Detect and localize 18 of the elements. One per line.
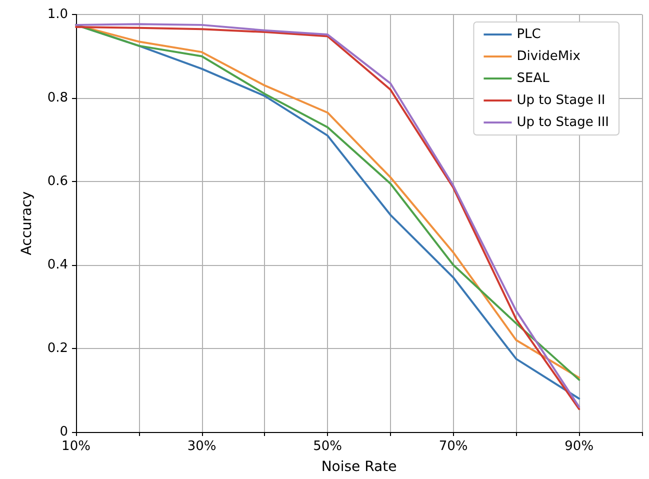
x-tick-label: 50% (313, 439, 342, 454)
legend-label: Up to Stage III (516, 115, 610, 130)
legend-label: DivideMix (516, 49, 581, 64)
legend-label: PLC (516, 27, 541, 42)
y-tick-label: 1.0 (47, 7, 68, 22)
y-tick-label: 0.8 (47, 90, 68, 106)
y-axis-title: Accuracy (19, 191, 35, 256)
y-tick-label: 0 (60, 424, 68, 440)
x-tick-label: 10% (62, 439, 90, 454)
y-tick-label: 0.4 (47, 258, 68, 272)
x-tick-label: 90% (564, 439, 594, 454)
legend-label: SEAL (516, 71, 550, 86)
y-tick-label: 0.6 (47, 174, 68, 189)
x-tick-label: 70% (438, 439, 468, 454)
x-tick-label: 30% (187, 439, 216, 454)
legend-label: Up to Stage II (516, 93, 606, 108)
y-tick-label: 0.2 (47, 341, 68, 356)
x-axis-title: Noise Rate (321, 459, 397, 475)
